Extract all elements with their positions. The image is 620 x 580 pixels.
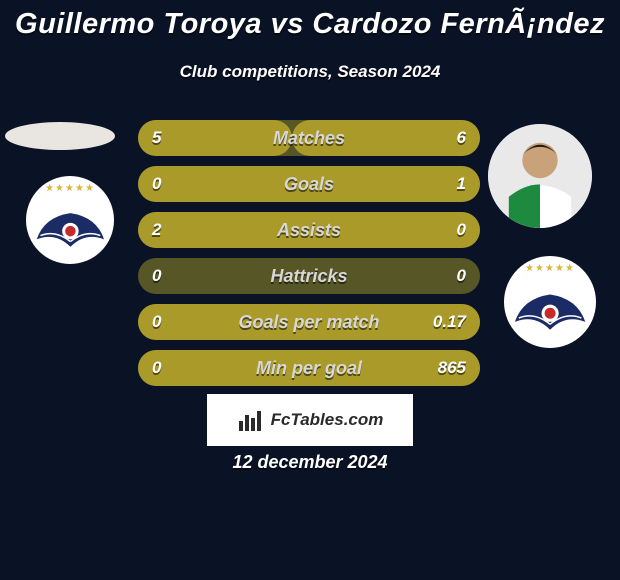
player-right-avatar-svg [488,124,592,228]
club-right-emblem [511,286,589,334]
player-left-avatar [5,122,115,150]
stat-row-value-right: 0 [457,212,466,248]
stat-row-value-right: 6 [457,120,466,156]
stat-row: Assists2 0 [138,212,480,248]
branding-icon [237,407,263,433]
stat-row-value-left: 2 [152,212,161,248]
stat-row-value-left: 0 [152,304,161,340]
stat-row-label: Goals per match [138,304,480,340]
stat-row-value-right: 0.17 [433,304,466,340]
club-right-badge: ★★★★★ [504,256,596,348]
subtitle: Club competitions, Season 2024 [0,62,620,82]
club-left-emblem [33,205,108,251]
stat-row-value-left: 5 [152,120,161,156]
branding-text: FcTables.com [271,410,384,430]
page-title: Guillermo Toroya vs Cardozo FernÃ¡ndez [0,8,620,41]
stat-row-value-right: 1 [457,166,466,202]
stat-row-label: Hattricks [138,258,480,294]
stat-row: Matches5 6 [138,120,480,156]
branding-box: FcTables.com [207,394,413,446]
stat-row-value-right: 865 [438,350,466,386]
stat-row-value-left: 0 [152,350,161,386]
stat-row: Goals per match0 0.17 [138,304,480,340]
stat-row-label: Goals [138,166,480,202]
stat-row-label: Matches [138,120,480,156]
club-right-stars: ★★★★★ [504,263,596,274]
stat-row-value-right: 0 [457,258,466,294]
stat-row-value-left: 0 [152,258,161,294]
stat-row: Goals0 1 [138,166,480,202]
stat-row-label: Min per goal [138,350,480,386]
date-text: 12 december 2024 [0,452,620,473]
player-right-avatar [488,124,592,228]
club-left-stars: ★★★★★ [26,183,114,194]
stat-row-label: Assists [138,212,480,248]
stat-row-value-left: 0 [152,166,161,202]
stat-row: Hattricks0 0 [138,258,480,294]
stat-row: Min per goal0 865 [138,350,480,386]
club-left-badge: ★★★★★ [26,176,114,264]
